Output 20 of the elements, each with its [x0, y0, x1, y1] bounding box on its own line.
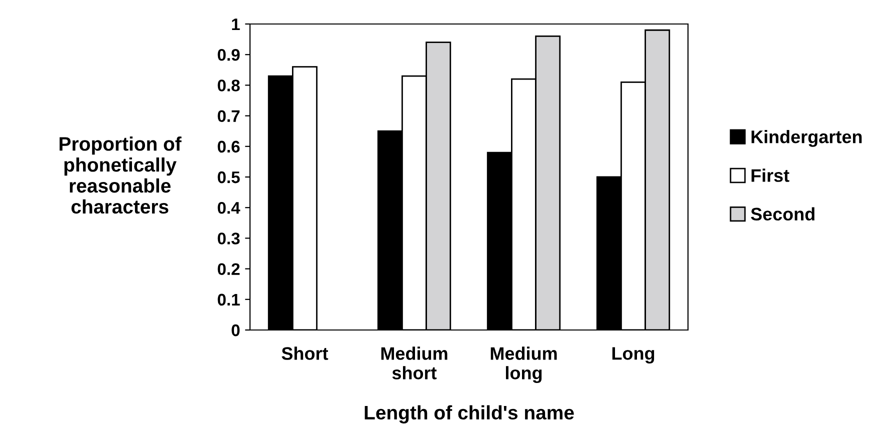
x-tick-label: Long	[612, 347, 654, 364]
y-tick-label: 0.1	[218, 294, 240, 306]
x-tick-label: Short	[282, 346, 328, 360]
legend-label: First	[752, 168, 790, 182]
y-axis-title: Proportion of phonetically reasonable characters	[60, 136, 182, 214]
y-tick-label: 0	[232, 324, 240, 336]
y-tick-label: 1	[232, 18, 240, 30]
y-tick-label: 0.3	[218, 232, 240, 244]
y-tick-label: 0.2	[218, 263, 240, 276]
x-tick-label: Medium long	[490, 346, 557, 384]
y-tick-label: 0.6	[218, 140, 240, 153]
y-tick-label: 0.9	[218, 49, 240, 61]
legend-label: Kindergarten	[752, 130, 862, 147]
y-tick-label: 0.5	[218, 171, 240, 184]
y-tick-label: 0.7	[218, 110, 240, 122]
y-tick-label: 0.4	[218, 202, 240, 214]
legend-label: Second	[750, 207, 814, 221]
y-tick-label: 0.8	[218, 80, 240, 92]
x-tick-label: Medium short	[381, 346, 448, 380]
x-axis-title: Length of child's name	[364, 405, 574, 424]
